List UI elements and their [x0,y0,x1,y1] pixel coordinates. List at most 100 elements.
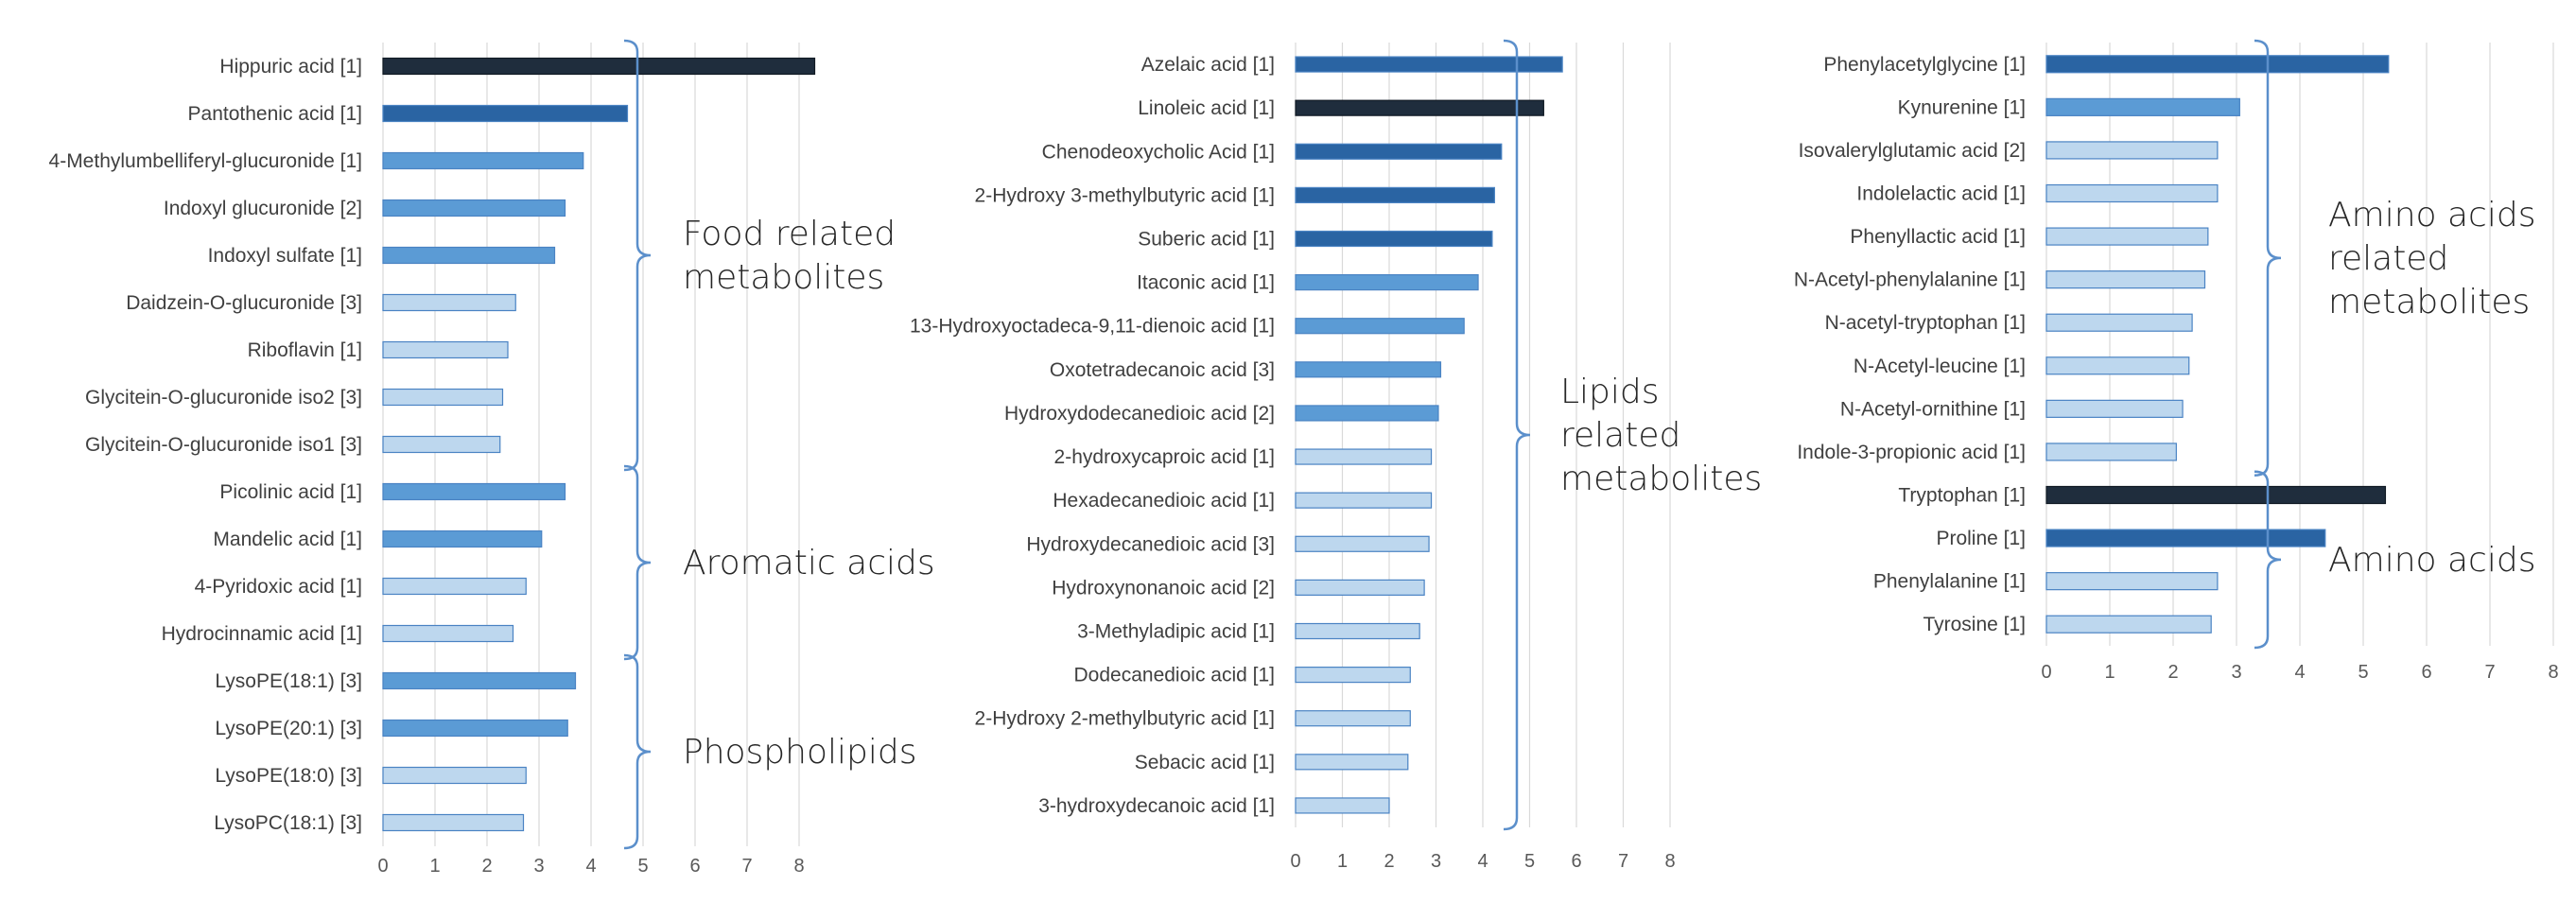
category-label: Indoxyl sulfate [1] [208,245,362,267]
x-tick-label: 5 [637,856,648,877]
x-tick-label: 2 [1384,851,1394,872]
category-label: Tryptophan [1] [1898,485,2026,507]
group-label: related [2328,239,2448,278]
group-label: metabolites [683,258,884,297]
bar [1295,492,1433,509]
x-tick-label: 3 [2231,662,2241,683]
bar [382,624,514,643]
category-label: Mandelic acid [1] [213,529,362,550]
x-tick-label: 7 [741,856,752,877]
bar [1295,579,1425,596]
category-label: 4-Methylumbelliferyl-glucuronide [1] [49,150,362,172]
bar [2045,356,2190,375]
bar [1295,99,1544,116]
bar [1295,186,1495,203]
x-tick-label: 5 [1524,851,1535,872]
group-label: Food related [683,215,896,253]
bar [382,530,543,548]
bar [382,766,527,785]
bar [382,671,577,690]
bar [382,435,501,454]
x-tick-label: 1 [2104,662,2115,683]
category-label: 4-Pyridoxic acid [1] [195,576,362,598]
bar [2045,55,2390,74]
category-label: N-Acetyl-phenylalanine [1] [1794,269,2026,291]
category-label: Indole-3-propionic acid [1] [1797,442,2026,463]
group-label: Amino acids [2328,196,2535,234]
x-tick-label: 0 [1290,851,1300,872]
group-label: Amino acids [2328,541,2535,580]
category-label: Itaconic acid [1] [1137,272,1275,294]
bar [2045,313,2193,332]
category-label: Riboflavin [1] [248,339,362,361]
category-label: Chenodeoxycholic Acid [1] [1042,141,1275,163]
bar [2045,443,2177,461]
bar [1295,754,1409,771]
category-label: N-Acetyl-ornithine [1] [1840,398,2026,420]
category-label: Sebacic acid [1] [1135,752,1275,773]
panel-amino-acids: 0 1 2 3 4 5 6 7 8 Phenylacetylglycine [1] Kynureni… [1794,39,2559,683]
x-tick-label: 8 [793,856,804,877]
bar [382,104,629,123]
x-tick-label: 2 [2167,662,2178,683]
group-brace [623,653,652,850]
category-label: Kynurenine [1] [1898,96,2026,118]
category-label: Indolelactic acid [1] [1856,183,2026,205]
bar [1295,318,1465,335]
x-tick-label: 8 [1664,851,1675,872]
category-label: Hydroxydodecanedioic acid [2] [1004,403,1275,425]
x-tick-label: 7 [1618,851,1628,872]
category-label: Hippuric acid [1] [219,56,362,78]
category-label: Phenylalanine [1] [1873,571,2026,593]
category-label: 3-hydroxydecanoic acid [1] [1038,795,1275,817]
category-label: N-acetyl-tryptophan [1] [1825,312,2026,334]
bar [382,151,584,170]
group-label: related [1560,416,1680,455]
bar [2045,183,2219,203]
category-label: Glycitein-O-glucuronide iso2 [3] [85,387,362,408]
group-label: Phospholipids [683,733,916,772]
x-tick-label: 7 [2484,662,2495,683]
category-label: Suberic acid [1] [1138,229,1275,251]
x-tick-label: 1 [429,856,440,877]
category-label: Hydrocinnamic acid [1] [162,623,362,645]
x-tick-label: 3 [533,856,544,877]
bar [1295,667,1411,684]
category-label: Indoxyl glucuronide [2] [164,198,362,219]
group-label: Lipids [1560,373,1660,411]
category-label: Pantothenic acid [1] [188,103,362,125]
bar [382,340,509,359]
x-tick-label: 0 [2041,662,2051,683]
bar [2045,485,2387,505]
category-label: Hydroxydecanedioic acid [3] [1026,533,1275,555]
panel-lipids: 0 1 2 3 4 5 6 7 8 Azelaic acid [1] Linoleic acid [… [910,39,1762,872]
x-tick-label: 2 [481,856,492,877]
category-label: Linoleic acid [1] [1138,97,1275,119]
group-brace [623,39,652,472]
group-label: Aromatic acids [683,544,935,582]
category-label: Glycitein-O-glucuronide iso1 [3] [85,434,362,456]
category-label: N-Acetyl-leucine [1] [1854,356,2026,377]
group-brace [2254,39,2282,477]
x-tick-label: 5 [2358,662,2368,683]
category-label: 13-Hydroxyoctadeca-9,11-dienoic acid [1] [910,316,1275,338]
bar [1295,405,1439,422]
x-tick-label: 8 [2548,662,2558,683]
group-brace [623,464,652,661]
bar [1295,143,1503,160]
category-label: 2-hydroxycaproic acid [1] [1054,446,1275,468]
category-label: Daidzein-O-glucuronide [3] [126,292,362,314]
bar [2045,270,2206,289]
x-tick-label: 3 [1431,851,1441,872]
bar [1295,797,1390,814]
category-label: LysoPE(20:1) [3] [215,718,362,739]
bar [382,482,566,501]
category-label: 2-Hydroxy 2-methylbutyric acid [1] [975,708,1275,730]
bar [2045,529,2326,547]
bar [382,577,527,596]
bar [382,57,816,76]
bar [382,199,566,217]
category-label: Proline [1] [1936,528,2026,549]
bar [1295,56,1563,73]
bar [2045,97,2240,116]
